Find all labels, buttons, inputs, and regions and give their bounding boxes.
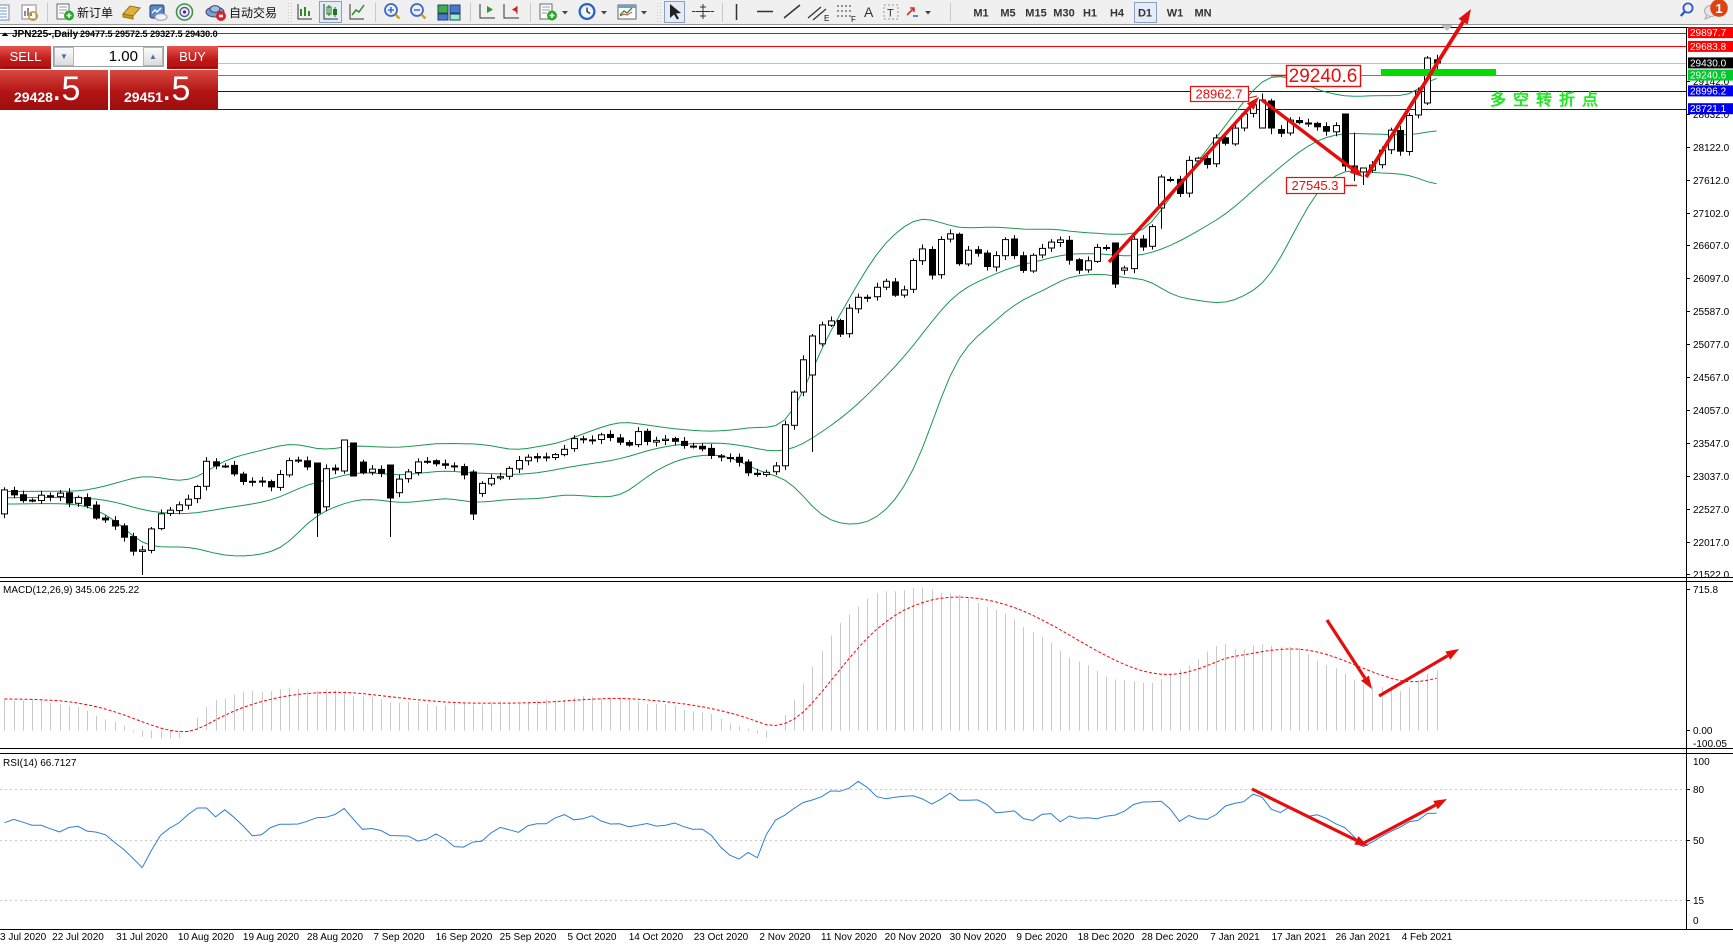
- svg-text:7 Sep 2020: 7 Sep 2020: [373, 932, 425, 943]
- svg-text:E: E: [824, 14, 829, 23]
- svg-text:100: 100: [1693, 757, 1710, 768]
- svg-text:F: F: [851, 15, 856, 24]
- svg-text:29897.7: 29897.7: [1690, 28, 1727, 39]
- svg-text:50: 50: [1693, 836, 1705, 847]
- svg-text:15: 15: [1693, 896, 1705, 907]
- svg-text:25587.0: 25587.0: [1693, 307, 1730, 318]
- svg-text:31 Jul 2020: 31 Jul 2020: [116, 932, 168, 943]
- svg-text:29142.0: 29142.0: [1693, 77, 1730, 88]
- svg-text:D1: D1: [1138, 8, 1152, 20]
- svg-text:21522.0: 21522.0: [1693, 570, 1730, 581]
- svg-text:24567.0: 24567.0: [1693, 373, 1730, 384]
- svg-text:-100.05: -100.05: [1693, 739, 1727, 750]
- svg-text:715.8: 715.8: [1693, 585, 1718, 596]
- svg-text:25 Sep 2020: 25 Sep 2020: [500, 932, 557, 943]
- svg-text:29240.6: 29240.6: [1690, 71, 1727, 82]
- svg-text:4 Feb 2021: 4 Feb 2021: [1402, 932, 1453, 943]
- svg-text:26 Jan 2021: 26 Jan 2021: [1335, 932, 1390, 943]
- svg-text:26097.0: 26097.0: [1693, 274, 1730, 285]
- svg-text:20 Nov 2020: 20 Nov 2020: [885, 932, 942, 943]
- svg-text:30 Nov 2020: 30 Nov 2020: [950, 932, 1007, 943]
- svg-text:27545.3: 27545.3: [1292, 178, 1339, 193]
- svg-text:28721.1: 28721.1: [1690, 104, 1727, 115]
- svg-text:M15: M15: [1025, 8, 1046, 20]
- svg-text:新订单: 新订单: [77, 5, 113, 20]
- svg-text:24057.0: 24057.0: [1693, 406, 1730, 417]
- svg-text:7 Jan 2021: 7 Jan 2021: [1210, 932, 1260, 943]
- svg-text:23547.0: 23547.0: [1693, 439, 1730, 450]
- svg-text:0.00: 0.00: [1693, 726, 1713, 737]
- svg-text:29477.5 29572.5 29327.5 29430.: 29477.5 29572.5 29327.5 29430.0: [80, 29, 218, 39]
- svg-text:MN: MN: [1194, 8, 1211, 20]
- svg-text:29240.6: 29240.6: [1289, 66, 1358, 87]
- svg-text:1: 1: [1715, 1, 1722, 16]
- svg-text:22527.0: 22527.0: [1693, 505, 1730, 516]
- svg-text:28122.0: 28122.0: [1693, 143, 1730, 154]
- svg-text:3 Jul 2020: 3 Jul 2020: [0, 932, 47, 943]
- svg-text:自动交易: 自动交易: [229, 5, 277, 20]
- svg-text:80: 80: [1693, 785, 1705, 796]
- svg-text:19 Aug 2020: 19 Aug 2020: [243, 932, 300, 943]
- svg-text:多空转折点: 多空转折点: [1490, 90, 1605, 109]
- svg-text:18 Dec 2020: 18 Dec 2020: [1078, 932, 1135, 943]
- svg-text:28996.2: 28996.2: [1690, 86, 1727, 97]
- svg-text:M30: M30: [1053, 8, 1074, 20]
- svg-text:M5: M5: [1000, 8, 1015, 20]
- svg-text:22017.0: 22017.0: [1693, 538, 1730, 549]
- svg-text:9 Dec 2020: 9 Dec 2020: [1016, 932, 1068, 943]
- svg-text:T: T: [887, 8, 894, 20]
- svg-text:14 Oct 2020: 14 Oct 2020: [629, 932, 684, 943]
- svg-text:28632.0: 28632.0: [1693, 110, 1730, 121]
- svg-text:H4: H4: [1110, 8, 1125, 20]
- svg-text:10 Aug 2020: 10 Aug 2020: [178, 932, 235, 943]
- svg-text:27612.0: 27612.0: [1693, 176, 1730, 187]
- svg-text:29683.8: 29683.8: [1690, 42, 1727, 53]
- svg-text:5 Oct 2020: 5 Oct 2020: [568, 932, 617, 943]
- svg-text:0: 0: [1693, 916, 1699, 927]
- svg-text:2 Nov 2020: 2 Nov 2020: [759, 932, 811, 943]
- svg-text:23037.0: 23037.0: [1693, 472, 1730, 483]
- svg-text:29430.0: 29430.0: [1690, 58, 1727, 69]
- svg-text:28 Dec 2020: 28 Dec 2020: [1142, 932, 1199, 943]
- svg-text:MACD(12,26,9) 345.06 225.22: MACD(12,26,9) 345.06 225.22: [3, 585, 140, 596]
- svg-text:25077.0: 25077.0: [1693, 340, 1730, 351]
- svg-text:22 Jul 2020: 22 Jul 2020: [52, 932, 104, 943]
- svg-text:H1: H1: [1083, 8, 1097, 20]
- svg-text:28962.7: 28962.7: [1196, 87, 1243, 102]
- svg-text:16 Sep 2020: 16 Sep 2020: [436, 932, 493, 943]
- svg-text:RSI(14) 66.7127: RSI(14) 66.7127: [3, 758, 77, 769]
- svg-text:11 Nov 2020: 11 Nov 2020: [821, 932, 877, 943]
- svg-text:28 Aug 2020: 28 Aug 2020: [307, 932, 364, 943]
- svg-text:17 Jan 2021: 17 Jan 2021: [1271, 932, 1326, 943]
- svg-text:A: A: [864, 4, 874, 20]
- svg-text:M1: M1: [973, 8, 988, 20]
- svg-text:JPN225-,Daily: JPN225-,Daily: [12, 29, 79, 40]
- svg-text:26607.0: 26607.0: [1693, 241, 1730, 252]
- svg-text:27102.0: 27102.0: [1693, 209, 1730, 220]
- svg-text:23 Oct 2020: 23 Oct 2020: [694, 932, 749, 943]
- svg-text:W1: W1: [1167, 8, 1184, 20]
